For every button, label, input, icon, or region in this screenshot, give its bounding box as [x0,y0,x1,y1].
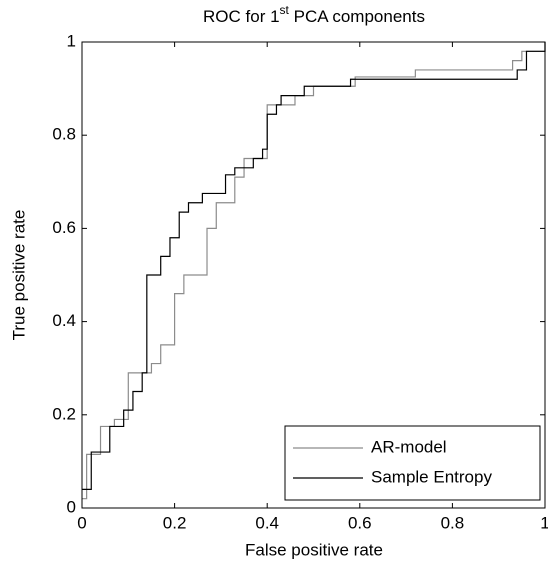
x-tick-label: 0 [77,513,86,532]
x-tick-label: 0.6 [348,513,372,532]
title-superscript: st [280,3,290,17]
legend: AR-model Sample Entropy [284,425,541,501]
x-tick-label: 1 [540,513,548,532]
y-tick-label: 0.4 [52,311,76,330]
x-tick-label: 0.2 [163,513,187,532]
y-tick-label: 1 [67,31,76,50]
y-tick-label: 0.6 [52,218,76,237]
roc-line [82,42,546,490]
y-tick-label: 0.8 [52,125,76,144]
title-rest: PCA components [289,7,425,26]
x-tick-label: 0.8 [441,513,465,532]
x-tick-label: 0.4 [255,513,279,532]
chart-title: ROC for 1st PCA components [203,3,425,26]
y-tick-label: 0 [67,497,76,516]
legend-label: AR-model [371,437,447,456]
y-axis-label: True positive rate [9,210,28,341]
title-main: ROC for 1 [203,7,280,26]
y-tick-label: 0.2 [52,404,76,423]
legend-label: Sample Entropy [371,467,492,486]
x-axis-label: False positive rate [245,540,383,559]
legend-box [284,425,541,501]
axes-box [81,41,546,509]
